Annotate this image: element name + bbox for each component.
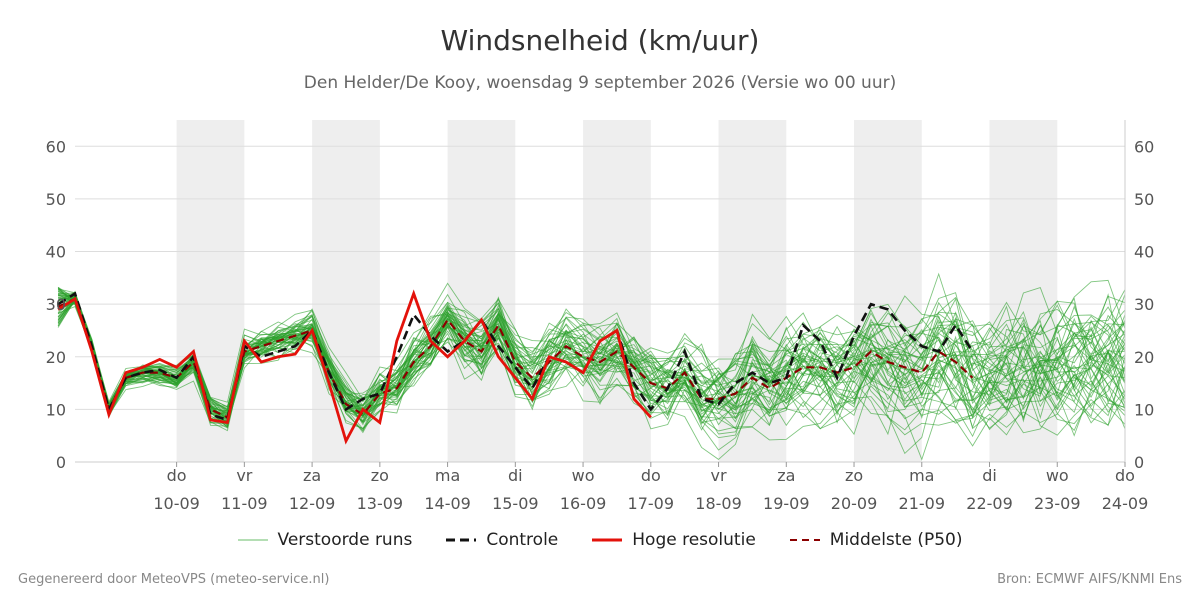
y-tick-left-30: 30 bbox=[46, 295, 66, 314]
x-tick-day-11: ma bbox=[909, 466, 934, 485]
x-tick-date-12: 22-09 bbox=[966, 494, 1013, 513]
x-tick-day-14: do bbox=[1115, 466, 1135, 485]
x-tick-date-0: 10-09 bbox=[153, 494, 200, 513]
y-tick-right-0: 0 bbox=[1134, 453, 1144, 472]
x-tick-day-4: ma bbox=[435, 466, 460, 485]
x-tick-day-7: do bbox=[641, 466, 661, 485]
x-tick-day-9: za bbox=[777, 466, 795, 485]
x-tick-day-10: zo bbox=[845, 466, 863, 485]
x-tick-date-2: 12-09 bbox=[289, 494, 336, 513]
legend-item-control: Controle bbox=[446, 530, 558, 550]
legend-label-ensemble: Verstoorde runs bbox=[277, 530, 413, 550]
legend-label-median: Middelste (P50) bbox=[829, 530, 963, 550]
chart-subtitle: Den Helder/De Kooy, woensdag 9 september… bbox=[303, 73, 897, 93]
y-tick-right-10: 10 bbox=[1134, 400, 1154, 419]
weekend-band-6 bbox=[989, 120, 1058, 462]
y-tick-left-20: 20 bbox=[46, 348, 66, 367]
y-tick-right-60: 60 bbox=[1134, 137, 1154, 156]
y-tick-left-40: 40 bbox=[46, 243, 66, 262]
x-tick-day-8: vr bbox=[711, 466, 727, 485]
weekend-band-2 bbox=[447, 120, 516, 462]
x-tick-day-3: zo bbox=[371, 466, 389, 485]
y-tick-left-10: 10 bbox=[46, 400, 66, 419]
y-tick-right-30: 30 bbox=[1134, 295, 1154, 314]
legend: Verstoorde runs Controle Hoge resolutie … bbox=[0, 530, 1200, 550]
x-tick-day-13: wo bbox=[1046, 466, 1069, 485]
x-tick-day-2: za bbox=[303, 466, 321, 485]
axes: 0 0 10 10 20 20 30 30 40 40 50 50 60 60 do 10-09 vr 11-09… bbox=[46, 120, 1154, 513]
y-tick-left-60: 60 bbox=[46, 137, 66, 156]
x-tick-date-8: 18-09 bbox=[695, 494, 742, 513]
footer-generated-by: Gegenereerd door MeteoVPS (meteo-service… bbox=[18, 572, 330, 587]
x-tick-day-0: do bbox=[167, 466, 187, 485]
y-tick-right-50: 50 bbox=[1134, 190, 1154, 209]
legend-swatch-control bbox=[446, 538, 477, 542]
y-tick-right-20: 20 bbox=[1134, 348, 1154, 367]
x-tick-day-12: di bbox=[982, 466, 997, 485]
chart-title: Windsnelheid (km/uur) bbox=[440, 24, 760, 57]
weekend-bands bbox=[176, 120, 1058, 462]
legend-swatch-median bbox=[789, 539, 820, 541]
y-tick-right-40: 40 bbox=[1134, 243, 1154, 262]
x-tick-date-10: 20-09 bbox=[831, 494, 878, 513]
y-tick-left-50: 50 bbox=[46, 190, 66, 209]
x-tick-date-6: 16-09 bbox=[560, 494, 607, 513]
weekend-band-3 bbox=[583, 120, 651, 462]
main-lines bbox=[57, 289, 974, 445]
ensemble-member-48 bbox=[58, 294, 1126, 461]
legend-item-hires: Hoge resolutie bbox=[592, 530, 756, 550]
x-tick-date-4: 14-09 bbox=[424, 494, 471, 513]
x-tick-day-5: di bbox=[508, 466, 523, 485]
x-tick-date-9: 19-09 bbox=[763, 494, 810, 513]
legend-swatch-hires bbox=[592, 538, 623, 542]
weekend-band-5 bbox=[854, 120, 922, 462]
legend-label-control: Controle bbox=[486, 530, 559, 550]
legend-item-median: Middelste (P50) bbox=[789, 530, 963, 550]
x-tick-date-3: 13-09 bbox=[357, 494, 404, 513]
hires-line bbox=[57, 289, 652, 445]
median-line bbox=[57, 297, 974, 419]
legend-label-hires: Hoge resolutie bbox=[632, 530, 756, 550]
y-tick-left-0: 0 bbox=[56, 453, 66, 472]
x-tick-date-11: 21-09 bbox=[899, 494, 946, 513]
x-tick-date-7: 17-09 bbox=[628, 494, 675, 513]
footer-source: Bron: ECMWF AIFS/KNMI Ens bbox=[997, 572, 1182, 587]
ensemble-member-47 bbox=[57, 272, 1126, 429]
x-tick-date-5: 15-09 bbox=[492, 494, 539, 513]
legend-item-ensemble: Verstoorde runs bbox=[237, 530, 413, 550]
x-tick-date-13: 23-09 bbox=[1034, 494, 1081, 513]
x-tick-day-1: vr bbox=[236, 466, 252, 485]
x-tick-date-1: 11-09 bbox=[221, 494, 268, 513]
x-tick-date-14: 24-09 bbox=[1102, 494, 1149, 513]
x-tick-day-6: wo bbox=[572, 466, 595, 485]
legend-swatch-ensemble bbox=[237, 539, 268, 541]
